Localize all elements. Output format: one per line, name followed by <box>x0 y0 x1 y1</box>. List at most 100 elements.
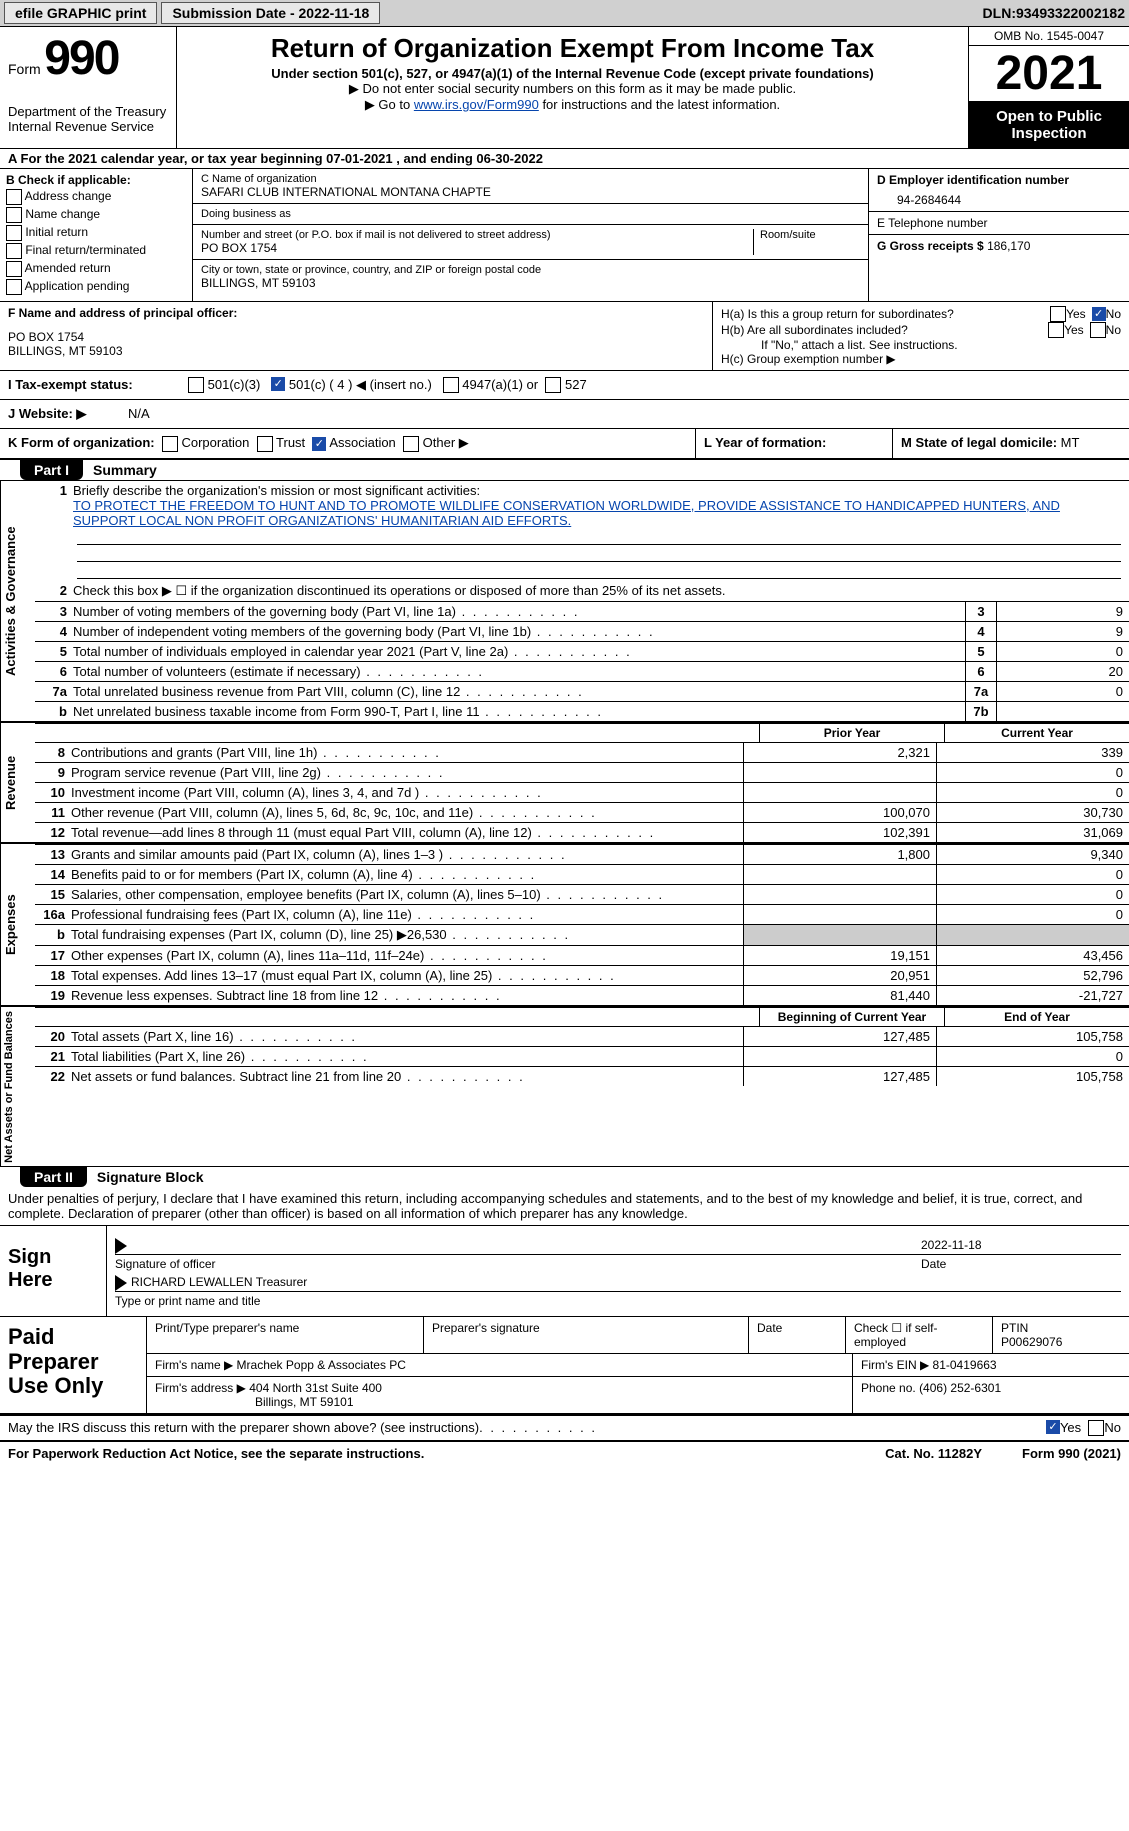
check-association[interactable]: ✓ <box>312 437 326 451</box>
line-2-text: Check this box ▶ ☐ if the organization d… <box>73 583 1125 599</box>
part2-tab: Part II <box>20 1167 87 1187</box>
irs-link[interactable]: www.irs.gov/Form990 <box>414 97 539 112</box>
dln-label: DLN: <box>983 5 1016 21</box>
sig-date-value: 2022-11-18 <box>921 1238 1121 1254</box>
tax-year-begin: 07-01-2021 <box>326 151 393 166</box>
part2-title: Signature Block <box>97 1169 204 1185</box>
prep-date-label: Date <box>749 1317 846 1353</box>
line-b: bNet unrelated business taxable income f… <box>35 701 1129 721</box>
discuss-yes-checkbox[interactable]: ✓ <box>1046 1420 1060 1434</box>
line-18: 18 Total expenses. Add lines 13–17 (must… <box>35 965 1129 985</box>
officer-name-label: Type or print name and title <box>115 1294 1121 1308</box>
hb-no-checkbox[interactable] <box>1090 322 1106 338</box>
line-6: 6Total number of volunteers (estimate if… <box>35 661 1129 681</box>
tax-year-end: 06-30-2022 <box>476 151 543 166</box>
hb-note: If "No," attach a list. See instructions… <box>721 338 1121 352</box>
row-fh: F Name and address of principal officer:… <box>0 302 1129 371</box>
line-b: b Total fundraising expenses (Part IX, c… <box>35 924 1129 945</box>
officer-name-value: RICHARD LEWALLEN Treasurer <box>131 1275 307 1291</box>
website-value: N/A <box>128 406 150 422</box>
tax-status-label: I Tax-exempt status: <box>8 377 188 393</box>
efile-print-button[interactable]: efile GRAPHIC print <box>4 2 157 24</box>
officer-addr2: BILLINGS, MT 59103 <box>8 344 704 358</box>
check-name-change[interactable]: Name change <box>6 207 186 223</box>
hb-yes-checkbox[interactable] <box>1048 322 1064 338</box>
part1-title: Summary <box>93 462 157 478</box>
row-m: M State of legal domicile: MT <box>892 429 1129 458</box>
check-trust[interactable] <box>257 436 273 452</box>
ein-box: D Employer identification number 94-2684… <box>869 169 1129 212</box>
ha-yes-checkbox[interactable] <box>1050 306 1066 322</box>
form-footer: Form 990 (2021) <box>1022 1446 1121 1461</box>
cat-no: Cat. No. 11282Y <box>885 1446 982 1461</box>
pra-notice: For Paperwork Reduction Act Notice, see … <box>8 1446 424 1461</box>
check-527[interactable] <box>545 377 561 393</box>
section-bcde: B Check if applicable: Address change Na… <box>0 169 1129 302</box>
note2-pre: ▶ Go to <box>365 97 414 112</box>
discuss-label: May the IRS discuss this return with the… <box>8 1420 479 1436</box>
revenue-header: Prior Year Current Year <box>35 723 1129 742</box>
line-2: 2 Check this box ▶ ☐ if the organization… <box>35 581 1129 601</box>
check-initial-return[interactable]: Initial return <box>6 225 186 241</box>
org-name-label: C Name of organization <box>201 173 860 185</box>
col-h-group: H(a) Is this a group return for subordin… <box>713 302 1129 370</box>
line-16a: 16a Professional fundraising fees (Part … <box>35 904 1129 924</box>
part2-header: Part II Signature Block <box>0 1167 1129 1187</box>
officer-signature-line[interactable]: 2022-11-18 <box>115 1238 1121 1255</box>
sig-arrow-icon <box>115 1238 127 1254</box>
preparer-row-3: Firm's address ▶ 404 North 31st Suite 40… <box>147 1377 1129 1413</box>
ein-label: D Employer identification number <box>877 173 1121 187</box>
officer-addr1: PO BOX 1754 <box>8 330 704 344</box>
line-20: 20 Total assets (Part X, line 16) 127,48… <box>35 1026 1129 1046</box>
gross-value: 186,170 <box>987 239 1030 253</box>
submission-date-button[interactable]: Submission Date - 2022-11-18 <box>161 2 380 24</box>
ha-no-checkbox[interactable]: ✓ <box>1092 307 1106 321</box>
preparer-row-2: Firm's name ▶ Mrachek Popp & Associates … <box>147 1354 1129 1377</box>
check-self-employed[interactable]: Check ☐ if self-employed <box>846 1317 993 1353</box>
check-4947[interactable] <box>443 377 459 393</box>
part1-tab: Part I <box>20 460 83 480</box>
check-amended-return[interactable]: Amended return <box>6 261 186 277</box>
discuss-row: May the IRS discuss this return with the… <box>0 1415 1129 1440</box>
officer-label: F Name and address of principal officer: <box>8 306 704 320</box>
check-other[interactable] <box>403 436 419 452</box>
firm-ein-value: 81-0419663 <box>933 1358 997 1372</box>
preparer-row-1: Print/Type preparer's name Preparer's si… <box>147 1317 1129 1354</box>
col-b-checkboxes: B Check if applicable: Address change Na… <box>0 169 193 301</box>
check-corporation[interactable] <box>162 436 178 452</box>
check-final-return[interactable]: Final return/terminated <box>6 243 186 259</box>
prep-sig-label: Preparer's signature <box>424 1317 749 1353</box>
line-3: 3Number of voting members of the governi… <box>35 601 1129 621</box>
vtab-activities: Activities & Governance <box>0 481 35 721</box>
line-12: 12 Total revenue—add lines 8 through 11 … <box>35 822 1129 842</box>
phone-value: (406) 252-6301 <box>919 1381 1001 1395</box>
open-to-public: Open to Public Inspection <box>969 102 1129 148</box>
hb-label: H(b) Are all subordinates included? <box>721 323 1048 337</box>
check-501c[interactable]: ✓ <box>271 377 285 391</box>
line-19: 19 Revenue less expenses. Subtract line … <box>35 985 1129 1005</box>
form-number: 990 <box>44 32 118 85</box>
firm-addr-label: Firm's address ▶ <box>155 1381 246 1395</box>
discuss-no-checkbox[interactable] <box>1088 1420 1104 1436</box>
street-value: PO BOX 1754 <box>201 241 753 255</box>
col-f-officer: F Name and address of principal officer:… <box>0 302 713 370</box>
firm-addr1: 404 North 31st Suite 400 <box>249 1381 382 1395</box>
check-address-change[interactable]: Address change <box>6 189 186 205</box>
form-number-box: Form 990 Department of the Treasury Inte… <box>0 27 177 148</box>
vtab-revenue: Revenue <box>0 723 35 842</box>
phone-label: Phone no. <box>861 1381 919 1395</box>
line-1-label: Briefly describe the organization's miss… <box>73 483 480 498</box>
firm-name-value: Mrachek Popp & Associates PC <box>237 1358 406 1372</box>
state-domicile-label: M State of legal domicile: <box>901 435 1061 450</box>
sig-date-label: Date <box>921 1257 1121 1271</box>
check-application-pending[interactable]: Application pending <box>6 279 186 295</box>
ein-value: 94-2684644 <box>877 187 1121 207</box>
current-year-header: Current Year <box>944 724 1129 742</box>
prep-name-label: Print/Type preparer's name <box>147 1317 424 1353</box>
check-501c3[interactable] <box>188 377 204 393</box>
line-8: 8 Contributions and grants (Part VIII, l… <box>35 742 1129 762</box>
dba-label: Doing business as <box>201 208 860 220</box>
revenue-block: Revenue Prior Year Current Year 8 Contri… <box>0 722 1129 843</box>
netassets-header: Beginning of Current Year End of Year <box>35 1007 1129 1026</box>
line-4: 4Number of independent voting members of… <box>35 621 1129 641</box>
